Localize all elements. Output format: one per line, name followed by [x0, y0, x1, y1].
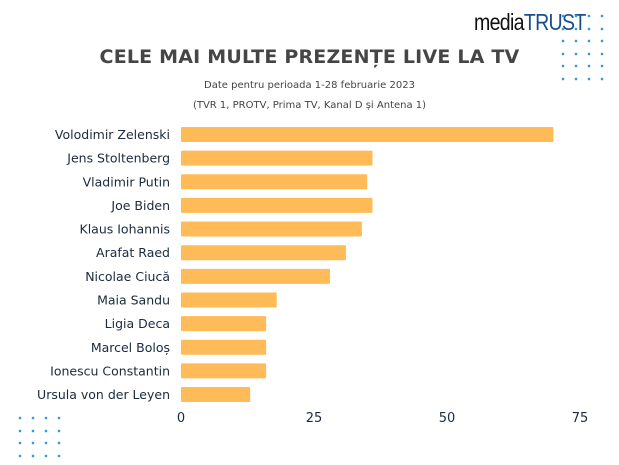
- decorative-dots-bottom-left: [18, 416, 61, 458]
- category-label: Klaus Iohannis: [80, 222, 171, 237]
- decorative-dot: [18, 416, 22, 420]
- decorative-dot: [587, 27, 591, 31]
- decorative-dot: [574, 14, 578, 18]
- decorative-dot: [561, 27, 565, 31]
- decorative-dot: [18, 441, 22, 445]
- decorative-dot: [587, 14, 591, 18]
- category-label: Nicolae Ciucă: [85, 269, 170, 284]
- category-label: Arafat Raed: [96, 245, 170, 260]
- decorative-dot: [44, 416, 48, 420]
- bar: [181, 292, 277, 308]
- decorative-dot: [44, 441, 48, 445]
- category-label: Ursula von der Leyen: [37, 387, 170, 402]
- category-label: Maia Sandu: [97, 292, 170, 307]
- decorative-dot: [31, 416, 35, 420]
- decorative-dot: [600, 27, 604, 31]
- category-label: Ionescu Constantin: [50, 363, 170, 378]
- decorative-dot: [44, 429, 48, 433]
- decorative-dot: [561, 14, 565, 18]
- mediatrust-logo: mediaTRUST: [474, 9, 586, 36]
- decorative-dot: [600, 14, 604, 18]
- decorative-dot: [31, 429, 35, 433]
- category-labels: Volodimir Zelenski Jens Stoltenberg Vladim…: [37, 127, 170, 402]
- category-label: Vladimir Putin: [83, 174, 170, 189]
- decorative-dot: [587, 77, 591, 81]
- decorative-dot: [574, 27, 578, 31]
- decorative-dot: [31, 441, 35, 445]
- decorative-dot: [561, 77, 565, 81]
- decorative-dot: [574, 39, 578, 43]
- x-tick-label: 25: [306, 411, 323, 426]
- bar: [181, 339, 267, 355]
- bar: [181, 197, 373, 213]
- chart-title: CELE MAI MULTE PREZENȚE LIVE LA TV: [99, 46, 520, 68]
- decorative-dot: [31, 454, 35, 458]
- decorative-dot: [574, 77, 578, 81]
- decorative-dot: [561, 52, 565, 56]
- decorative-dot: [57, 454, 61, 458]
- decorative-dot: [18, 429, 22, 433]
- x-tick-label: 50: [439, 411, 456, 426]
- category-label: Volodimir Zelenski: [55, 127, 170, 142]
- x-tick-label: 0: [177, 411, 185, 426]
- logo-media: media: [474, 9, 525, 35]
- decorative-dot: [600, 64, 604, 68]
- decorative-dot: [600, 77, 604, 81]
- bar: [181, 387, 251, 403]
- decorative-dot: [574, 52, 578, 56]
- decorative-dot: [57, 441, 61, 445]
- decorative-dot: [574, 64, 578, 68]
- decorative-dot: [587, 52, 591, 56]
- decorative-dot: [561, 39, 565, 43]
- bar: [181, 174, 368, 190]
- decorative-dot: [561, 64, 565, 68]
- decorative-dot: [600, 39, 604, 43]
- decorative-dot: [587, 64, 591, 68]
- category-label: Jens Stoltenberg: [66, 151, 170, 166]
- category-label: Joe Biden: [110, 198, 170, 213]
- x-axis-ticks: 0 25 50 75: [177, 411, 588, 426]
- x-tick-label: 75: [572, 411, 589, 426]
- bar: [181, 363, 267, 379]
- decorative-dot: [18, 454, 22, 458]
- bar: [181, 221, 362, 237]
- decorative-dot: [57, 416, 61, 420]
- decorative-dot: [57, 429, 61, 433]
- bars-group: [181, 127, 554, 403]
- bar: [181, 316, 267, 332]
- bar: [181, 245, 346, 261]
- decorative-dot: [600, 52, 604, 56]
- bar: [181, 268, 330, 284]
- bar: [181, 150, 373, 166]
- logo-trust: TRUST: [523, 9, 586, 35]
- category-label: Marcel Boloș: [91, 340, 170, 355]
- chart-subtitle-channels: (TVR 1, PROTV, Prima TV, Kanal D și Ante…: [192, 100, 427, 111]
- decorative-dots-top-right: [561, 14, 604, 81]
- decorative-dot: [44, 454, 48, 458]
- decorative-dot: [587, 39, 591, 43]
- chart-subtitle-period: Date pentru perioada 1-28 februarie 2023: [204, 80, 415, 91]
- bar: [181, 127, 554, 142]
- category-label: Ligia Deca: [105, 316, 170, 331]
